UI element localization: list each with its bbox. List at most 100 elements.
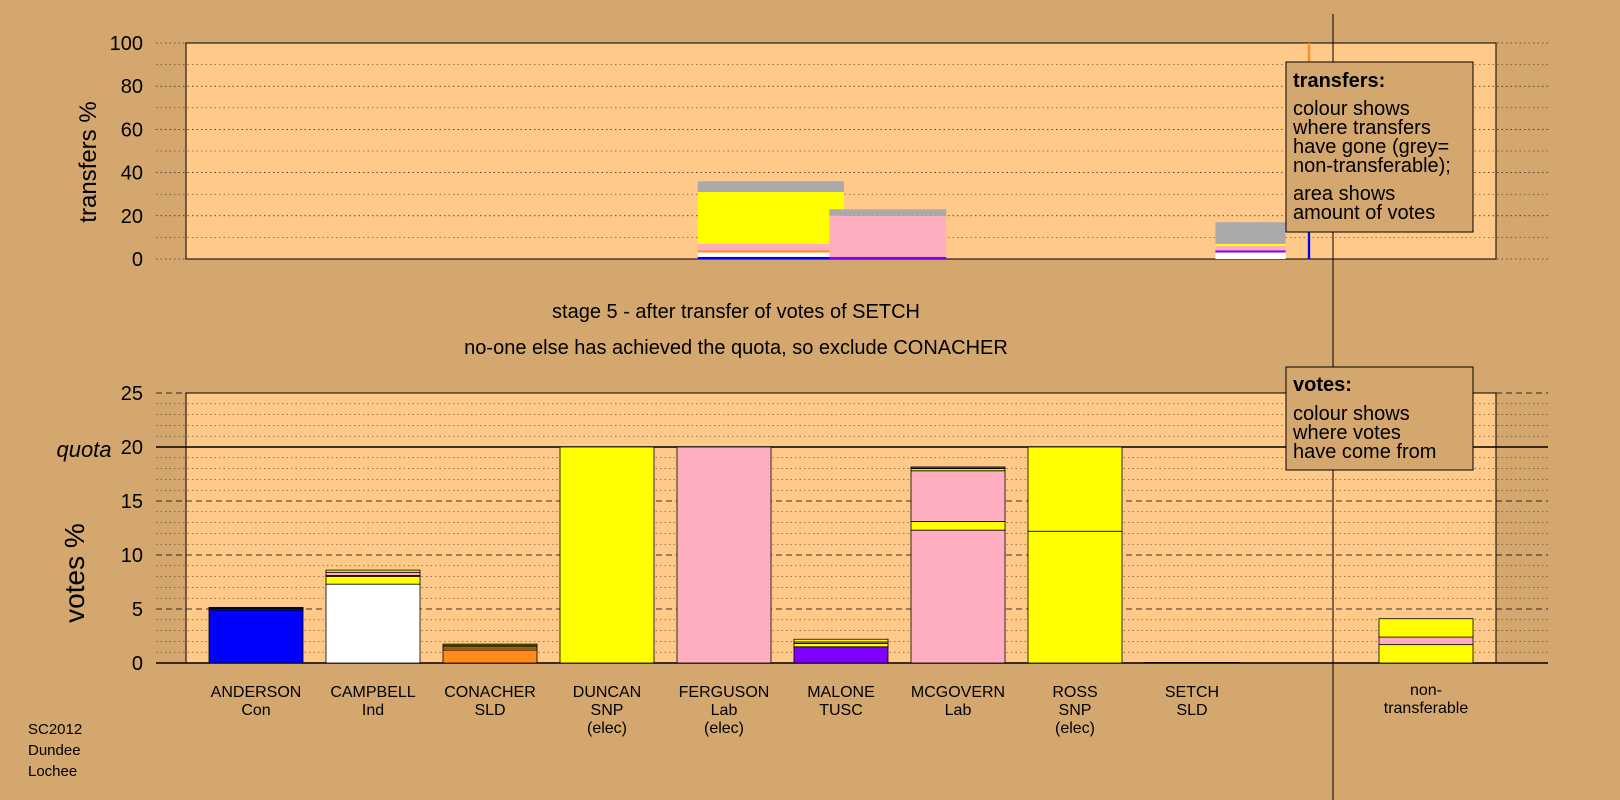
votes-bar-conacher-segment-snp — [442, 643, 538, 646]
votes-bar-anderson-segment-con — [208, 609, 304, 664]
candidate-labels: ANDERSONConCAMPBELLIndCONACHERSLDDUNCANS… — [211, 682, 1469, 737]
votes-bar-mcgovern-segment-lab — [910, 529, 1006, 664]
transfer-segment-lab — [829, 215, 947, 257]
votes-axis-label: votes % — [59, 523, 90, 623]
candidate-party: Lab — [711, 702, 738, 719]
transfers-legend-line: where transfers — [1292, 117, 1431, 139]
transfers-tick-label: 20 — [121, 206, 143, 228]
transfer-segment-tusc — [1215, 250, 1286, 253]
candidate-party: SLD — [1176, 702, 1207, 719]
votes-bar-mcgovern-segment-lab — [910, 470, 1006, 522]
transfers-chart: 0 20 40 60 80 100 transfers % — [75, 33, 1548, 271]
transfers-legend-line: non-transferable); — [1293, 155, 1451, 177]
votes-bar-ross-segment-snp — [1027, 446, 1123, 532]
transfer-segment-sld — [697, 250, 844, 253]
transfers-tick-label: 0 — [132, 249, 143, 271]
transfer-segment-ind — [1215, 252, 1286, 259]
candidate-name: MCGOVERN — [911, 684, 1005, 701]
candidate-name: CONACHER — [444, 684, 536, 701]
votes-tick-label: 5 — [132, 599, 143, 621]
transfers-legend-line: have gone (grey= — [1293, 136, 1449, 158]
candidate-status: (elec) — [704, 720, 744, 737]
votes-tick-label: 10 — [121, 545, 143, 567]
votes-bar-campbell-segment-lab — [325, 571, 421, 576]
candidate-name: ROSS — [1052, 684, 1097, 701]
votes-tick-label: 15 — [121, 491, 143, 513]
transfer-segment-con — [1307, 230, 1311, 259]
votes-bar-nontransferable-segment-snp — [1378, 618, 1474, 638]
votes-bar-setch-segment-sld — [1144, 662, 1240, 664]
nontransferable-label: transferable — [1384, 700, 1469, 717]
candidate-name: MALONE — [807, 684, 875, 701]
candidate-party: TUSC — [819, 702, 863, 719]
nontransferable-label: non- — [1410, 682, 1442, 699]
transfers-legend-title: transfers: — [1293, 70, 1385, 92]
transfers-bars — [697, 43, 1311, 259]
votes-bar-malone-segment-snp — [793, 643, 889, 648]
votes-tick-labels: 0 5 10 15 20 25 — [121, 383, 143, 675]
votes-bar-campbell-segment-ind — [325, 583, 421, 664]
transfers-tick-labels: 0 20 40 60 80 100 — [110, 33, 143, 271]
votes-bar-campbell-segment-snp — [325, 569, 421, 573]
votes-tick-label: 25 — [121, 383, 143, 405]
transfers-tick-label: 80 — [121, 76, 143, 98]
votes-legend-box — [1285, 366, 1474, 471]
candidate-name: ANDERSON — [211, 684, 302, 701]
candidate-party: SNP — [591, 702, 624, 719]
footer-area: Dundee — [28, 742, 81, 759]
votes-bar-anderson-segment-lab — [208, 606, 304, 609]
candidate-status: (elec) — [587, 720, 627, 737]
transfers-legend-box — [1285, 61, 1474, 233]
votes-tick-label: 20 — [121, 437, 143, 459]
votes-legend-title: votes: — [1293, 374, 1352, 396]
votes-bar-nontransferable-segment-lab — [1378, 636, 1474, 646]
votes-legend: votes: colour shows where votes have com… — [1285, 366, 1474, 471]
votes-tick-label: 0 — [132, 653, 143, 675]
transfer-segment-ind — [697, 252, 844, 257]
transfer-segment-nontransferable — [697, 181, 844, 193]
candidate-name: SETCH — [1165, 684, 1219, 701]
candidate-name: FERGUSON — [679, 684, 770, 701]
transfers-legend-line: amount of votes — [1293, 202, 1435, 224]
candidate-party: Ind — [362, 702, 384, 719]
votes-legend-line: colour shows — [1293, 403, 1410, 425]
votes-bar-duncan-segment-snp — [559, 446, 655, 664]
votes-bar-ross-segment-snp — [1027, 530, 1123, 664]
transfers-legend: transfers: colour shows where transfers … — [1285, 61, 1474, 233]
votes-bars — [208, 446, 1474, 664]
transfers-axis-label: transfers % — [75, 101, 102, 222]
transfer-segment-lab — [1215, 246, 1286, 251]
footer-election: SC2012 — [28, 721, 82, 738]
transfer-segment-snp — [697, 192, 844, 244]
transfers-legend-line: colour shows — [1293, 98, 1410, 120]
stage-note: no-one else has achieved the quota, so e… — [464, 337, 1008, 359]
transfers-tick-label: 100 — [110, 33, 143, 55]
transfer-segment-nontransferable — [1215, 222, 1286, 244]
votes-bar-malone-segment-snp — [793, 638, 889, 643]
footer-ward: Lochee — [28, 763, 77, 780]
transfer-segment-con — [697, 256, 844, 259]
votes-bar-ferguson-segment-lab — [676, 446, 772, 664]
transfers-legend-line: area shows — [1293, 183, 1395, 205]
transfers-tick-label: 60 — [121, 119, 143, 141]
transfers-tick-label: 40 — [121, 163, 143, 185]
candidate-name: CAMPBELL — [330, 684, 415, 701]
votes-bar-mcgovern-segment-snp — [910, 521, 1006, 531]
candidate-name: DUNCAN — [573, 684, 641, 701]
votes-legend-line: have come from — [1293, 441, 1436, 463]
candidate-party: Lab — [945, 702, 972, 719]
transfer-segment-lab — [697, 243, 844, 251]
votes-bar-nontransferable-segment-snp — [1378, 644, 1474, 664]
votes-legend-line: where votes — [1292, 422, 1401, 444]
candidate-party: SNP — [1059, 702, 1092, 719]
votes-bar-conacher-segment-sld — [442, 649, 538, 664]
transfer-segment-nontransferable — [829, 209, 947, 216]
candidate-party: Con — [241, 702, 270, 719]
candidate-status: (elec) — [1055, 720, 1095, 737]
transfer-segment-snp — [1215, 243, 1286, 247]
candidate-party: SLD — [474, 702, 505, 719]
votes-bar-malone-segment-tusc — [793, 646, 889, 664]
votes-bar-campbell-segment-snp — [325, 576, 421, 585]
votes-bar-mcgovern-segment-snp — [910, 466, 1006, 469]
